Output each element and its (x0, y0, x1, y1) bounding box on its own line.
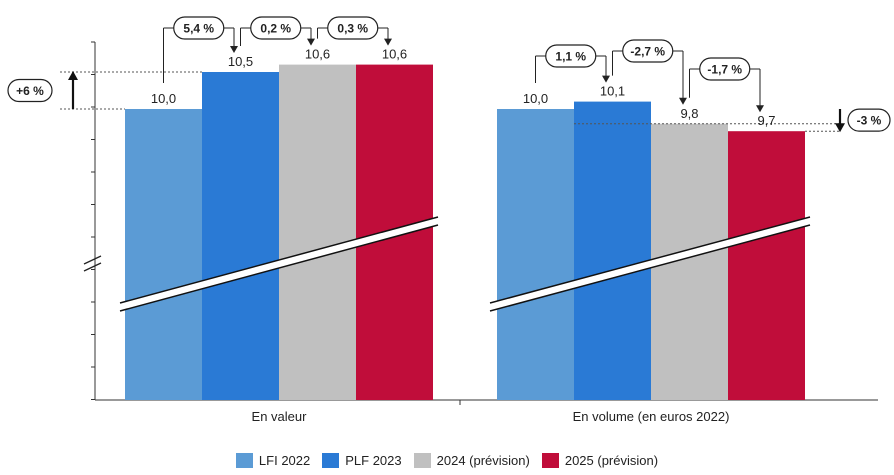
legend-swatch (235, 452, 253, 468)
data-label: 9,8 (680, 106, 698, 121)
annotation-arrowhead (230, 46, 238, 53)
legend-item: 2025 (prévision) (541, 452, 659, 468)
legend-swatch (541, 452, 559, 468)
total-label: +6 % (16, 84, 44, 98)
legend: LFI 2022 PLF 2023 2024 (prévision) 2025 (pr… (0, 451, 894, 468)
y-axis-break-mark (83, 255, 102, 265)
legend-label: 2025 (prévision) (564, 452, 659, 468)
bar (497, 109, 574, 400)
annotation-arrowhead (307, 38, 315, 46)
annotation-label: -2,7 % (630, 45, 665, 59)
legend-swatch (322, 452, 340, 468)
x-tick-label: En valeur (252, 409, 308, 424)
bar (574, 101, 651, 400)
total-arrowhead (835, 123, 845, 133)
data-label: 9,7 (757, 113, 775, 128)
annotation-arrowhead (679, 97, 687, 105)
annotation-bubble (699, 57, 751, 81)
legend-item: PLF 2023 (322, 452, 402, 468)
x-tick-label: En volume (en euros 2022) (573, 409, 730, 424)
data-label: 10,0 (151, 91, 176, 106)
y-axis-break-mark (83, 262, 102, 272)
annotation-label: -1,7 % (707, 63, 742, 77)
annotation-arrowhead (384, 38, 392, 46)
break-band (120, 217, 438, 311)
data-label: 10,5 (228, 54, 253, 69)
total-label: -3 % (857, 114, 882, 128)
break-line (489, 216, 811, 304)
annotation-label: 5,4 % (183, 22, 214, 36)
data-label: 10,0 (523, 91, 548, 106)
data-label: 10,1 (600, 84, 625, 99)
legend-item: 2024 (prévision) (413, 452, 530, 468)
bar (279, 64, 356, 400)
annotation-bubble (250, 16, 302, 40)
annotation-arrowhead (756, 105, 764, 113)
total-bubble (7, 78, 53, 103)
annotation-bubble (173, 16, 225, 40)
total-arrowhead (68, 71, 78, 80)
annotation-bubble (622, 39, 674, 63)
annotation-bubble (545, 44, 597, 68)
break-line (489, 224, 811, 312)
bar (728, 131, 805, 400)
break-line (119, 224, 439, 312)
annotation-bubble (327, 16, 379, 40)
data-label: 10,6 (305, 47, 330, 62)
annotation-arrowhead (602, 75, 610, 83)
break-line (119, 216, 439, 304)
chart: 10,0 10,0 10,5 10,1 10,6 9,8 10,6 9,7 En valeur E… (7, 16, 891, 424)
annotation-label: 0,3 % (337, 22, 368, 36)
legend-label: LFI 2022 (258, 452, 311, 468)
annotation-label: 1,1 % (555, 50, 586, 64)
annotation-label: 0,2 % (260, 22, 291, 36)
bar (202, 72, 279, 400)
legend-item: LFI 2022 (235, 452, 311, 468)
bar (125, 109, 202, 400)
legend-swatch (413, 452, 431, 468)
legend-label: PLF 2023 (345, 452, 402, 468)
break-band (490, 217, 810, 311)
legend-label: 2024 (prévision) (436, 452, 530, 468)
total-bubble (847, 108, 891, 132)
data-label: 10,6 (382, 47, 407, 62)
